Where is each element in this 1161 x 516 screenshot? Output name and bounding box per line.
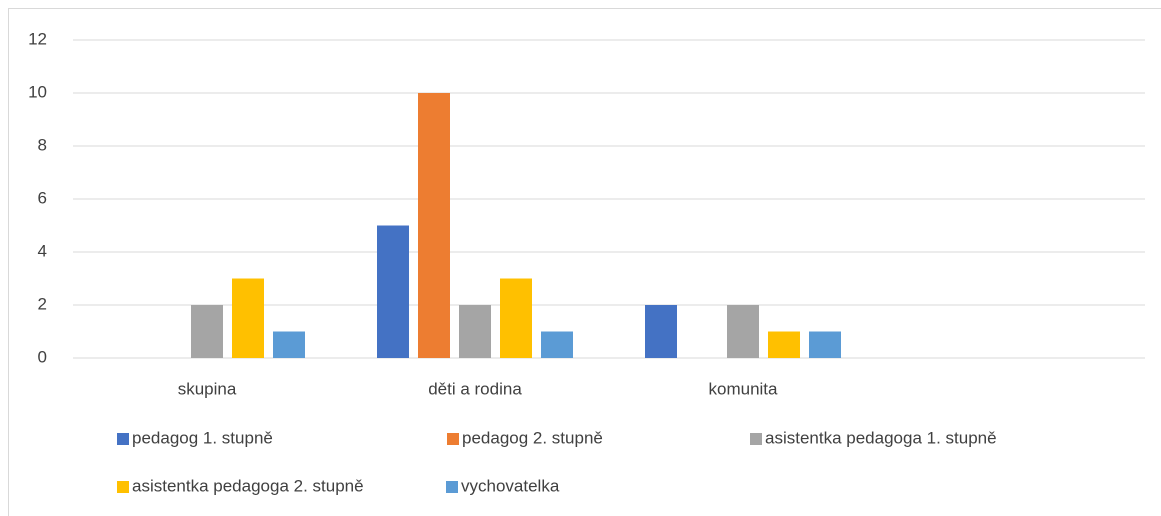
bar: [500, 278, 532, 358]
y-tick-label: 4: [38, 241, 47, 260]
legend-swatch: [117, 433, 129, 445]
legend-swatch: [750, 433, 762, 445]
legend-label: asistentka pedagoga 2. stupně: [132, 476, 364, 495]
bar: [768, 331, 800, 358]
legend-swatch: [447, 433, 459, 445]
y-tick-label: 12: [28, 29, 47, 48]
bar: [377, 225, 409, 358]
bar: [459, 305, 491, 358]
y-tick-label: 6: [38, 188, 47, 207]
bar: [418, 93, 450, 358]
legend-label: asistentka pedagoga 1. stupně: [765, 428, 997, 447]
legend-label: vychovatelka: [461, 476, 560, 495]
bar: [541, 331, 573, 358]
legend-swatch: [446, 481, 458, 493]
bar: [273, 331, 305, 358]
legend-swatch: [117, 481, 129, 493]
y-tick-label: 10: [28, 82, 47, 101]
legend-label: pedagog 2. stupně: [462, 428, 603, 447]
bar: [191, 305, 223, 358]
legend-label: pedagog 1. stupně: [132, 428, 273, 447]
chart-border: [8, 8, 1161, 516]
bar: [232, 278, 264, 358]
y-tick-label: 8: [38, 135, 47, 154]
y-tick-label: 0: [38, 347, 47, 366]
bar: [809, 331, 841, 358]
x-tick-label: skupina: [178, 379, 237, 398]
x-tick-label: děti a rodina: [428, 379, 522, 398]
x-tick-label: komunita: [709, 379, 779, 398]
bar: [727, 305, 759, 358]
y-tick-label: 2: [38, 294, 47, 313]
bar: [645, 305, 677, 358]
